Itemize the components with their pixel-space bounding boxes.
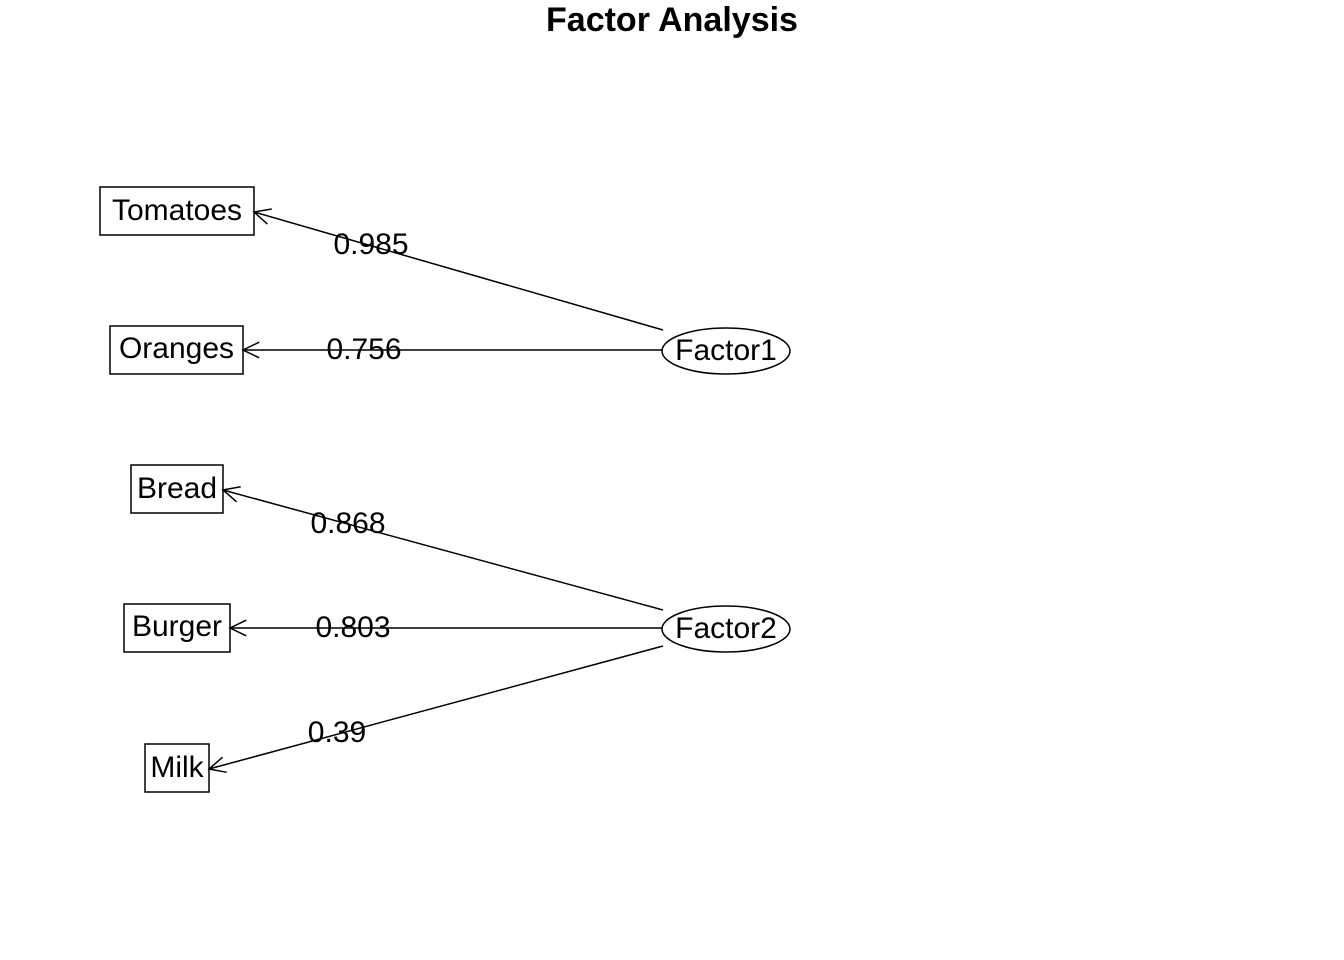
variable-label: Milk — [150, 751, 204, 784]
variable-label: Burger — [132, 610, 222, 643]
variable-label: Bread — [137, 472, 217, 505]
variable-box — [99, 186, 255, 236]
variable-box — [144, 743, 210, 793]
factor-ellipse — [661, 327, 791, 375]
title: Factor Analysis — [546, 1, 798, 39]
variable-label: Oranges — [119, 332, 234, 365]
edge — [222, 489, 664, 611]
loading-label: 0.803 — [315, 611, 390, 644]
factor-ellipse — [661, 605, 791, 653]
edge — [253, 211, 664, 331]
variable-box — [109, 325, 244, 375]
variable-box — [130, 464, 224, 514]
loading-label: 0.756 — [326, 333, 401, 366]
edge — [208, 645, 664, 770]
factor-label: Factor1 — [675, 334, 777, 367]
loading-label: 0.868 — [310, 507, 385, 540]
variable-label: Tomatoes — [112, 194, 242, 227]
factor-label: Factor2 — [675, 612, 777, 645]
loading-label: 0.39 — [308, 716, 366, 749]
loading-label: 0.985 — [333, 228, 408, 261]
variable-box — [123, 603, 231, 653]
